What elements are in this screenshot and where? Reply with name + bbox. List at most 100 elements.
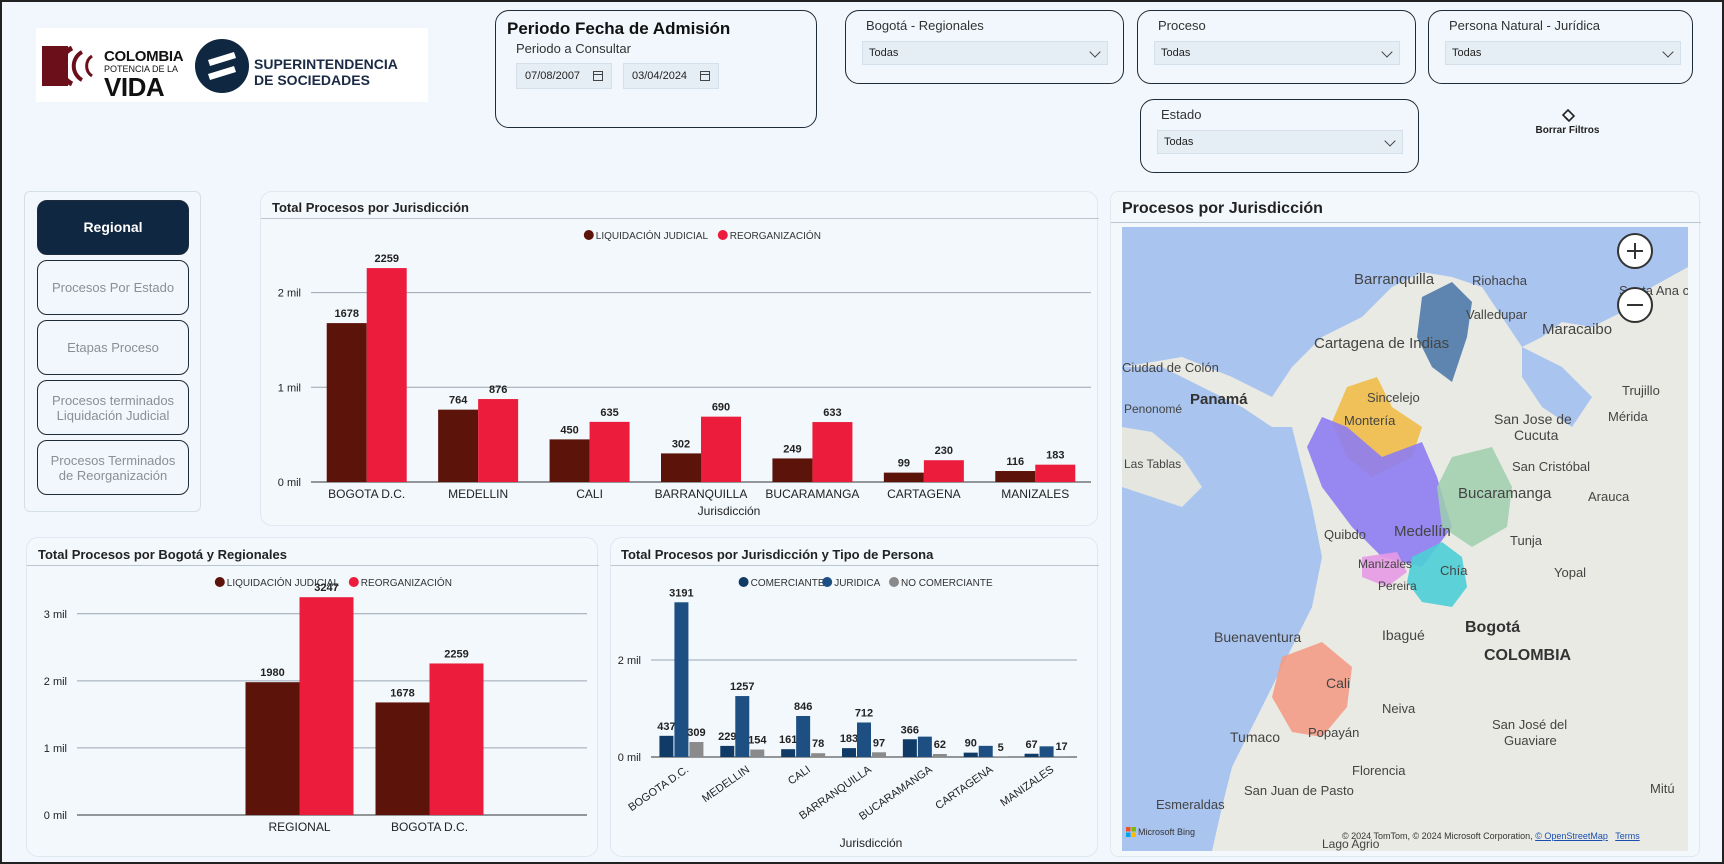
x-axis-label: Jurisdicción [698,504,761,518]
map-label: San Cristóbal [1512,459,1591,474]
zoom-in-button[interactable] [1617,233,1653,269]
x-tick-label: CARTAGENA [933,763,996,812]
nav-procesos-estado-button[interactable]: Procesos Por Estado [37,260,189,315]
bar [978,745,993,757]
x-tick-label: BOGOTA D.C. [626,764,691,814]
bar [326,323,367,482]
regionales-filter-card: Bogotá - Regionales Todas [845,10,1124,84]
data-label: 2259 [374,253,398,265]
osm-link[interactable]: © OpenStreetMap [1535,831,1608,841]
data-label: 3191 [669,587,693,599]
y-tick-label: 1 mil [44,743,67,755]
periodo-title: Periodo Fecha de Admisión [507,19,731,38]
data-label: 97 [873,737,885,749]
map-label: Neiva [1382,701,1416,716]
start-date-input[interactable]: 07/08/2007 [516,63,612,89]
y-tick-label: 0 mil [44,810,67,822]
map-label: Ibagué [1382,627,1425,643]
bar [478,399,519,482]
map-label: Panamá [1190,391,1248,408]
persona-dropdown[interactable]: Todas [1445,41,1681,65]
persona-filter-card: Persona Natural - Jurídica Todas [1428,10,1693,84]
data-label: 3247 [314,582,338,594]
bar [812,422,853,482]
bar [1035,464,1076,482]
map-label: Popayán [1308,725,1360,740]
nav-etapas-proceso-button[interactable]: Etapas Proceso [37,320,189,375]
data-label: 1980 [260,667,284,679]
x-tick-label: CALI [786,764,813,788]
data-label: 635 [600,407,618,419]
estado-dropdown[interactable]: Todas [1157,130,1403,154]
bar [720,745,735,757]
bar [811,753,826,757]
chart-tipo-persona-card: Total Procesos por Jurisdicción y Tipo d… [610,537,1099,857]
map-title: Procesos por Jurisdicción [1122,200,1323,217]
data-label: 90 [965,738,977,750]
map-label: Cali [1326,675,1351,691]
chart-regionales-card: Total Procesos por Bogotá y Regionales 0… [26,537,599,857]
data-label: 17 [1055,741,1067,753]
map-label: Pereira [1378,579,1417,593]
clear-filters-button[interactable]: Borrar Filtros [1530,108,1605,140]
y-tick-label: 0 mil [618,752,641,764]
data-label: 764 [449,395,468,407]
map[interactable]: Barranquilla Riohacha Santa Ana c Valled… [1122,227,1688,851]
y-tick-label: 2 mil [278,288,301,300]
y-tick-label: 2 mil [44,676,67,688]
map-label: Yopal [1554,565,1587,580]
legend-label: REORGANIZACIÓN [730,229,821,242]
map-label: COLOMBIA [1484,647,1572,664]
persona-label: Persona Natural - Jurídica [1449,18,1601,33]
bar [1054,756,1069,757]
legend-marker [822,577,833,587]
map-attribution: © 2024 TomTom, © 2024 Microsoft Corporat… [1342,831,1640,841]
proceso-dropdown[interactable]: Todas [1154,41,1400,65]
y-tick-label: 3 mil [44,609,67,621]
end-date-input[interactable]: 03/04/2024 [623,63,719,89]
data-label: 230 [935,445,953,457]
legend-label: COMERCIANTE [751,578,825,589]
data-label: 1678 [390,687,414,699]
nav-terminados-liquidacion-button[interactable]: Procesos terminados Liquidación Judicial [37,380,189,435]
x-tick-label: MANIZALES [998,764,1056,810]
bar [796,715,811,757]
chevron-down-icon [1089,46,1101,58]
regionales-dropdown[interactable]: Todas [862,41,1108,65]
colombia-logo-mark-icon [42,45,93,87]
legend-label: LIQUIDACIÓN JUDICIAL [227,576,340,589]
map-label: San José del [1492,717,1568,732]
calendar-icon[interactable] [593,71,603,81]
x-tick-label: BARRANQUILLA [655,487,748,501]
terms-link[interactable]: Terms [1615,831,1640,841]
data-label: 1678 [334,308,358,320]
map-attribution-text: © 2024 TomTom, © 2024 Microsoft Corporat… [1342,831,1533,841]
estado-value: Todas [1164,136,1194,148]
data-label: 183 [1046,450,1064,462]
calendar-icon[interactable] [700,71,710,81]
bar [735,696,750,757]
map-label: Mérida [1608,409,1648,424]
x-tick-label: BUCARAMANGA [765,487,859,501]
map-label: Buenaventura [1214,629,1302,645]
bar [1024,753,1039,757]
map-label: Esmeraldas [1156,797,1225,812]
zoom-out-button[interactable] [1617,287,1653,323]
clear-filters-label: Borrar Filtros [1535,125,1600,136]
bar [689,742,704,757]
end-date-value: 03/04/2024 [632,70,688,82]
map-label: San Juan de Pasto [1244,783,1354,798]
map-label: Barranquilla [1354,271,1435,288]
map-label: San Jose de [1494,411,1572,427]
legend-marker [717,230,728,240]
data-label: 67 [1025,739,1037,751]
data-label: 309 [687,727,705,739]
legend-marker [348,577,359,587]
map-label: Valledupar [1466,307,1528,322]
data-label: 116 [1006,456,1024,468]
nav-terminados-reorganizacion-button[interactable]: Procesos Terminados de Reorganización [37,440,189,495]
map-label: Guaviare [1504,733,1557,748]
bar [963,752,978,757]
nav-regional-button[interactable]: Regional [37,200,189,255]
map-label: Cartagena de Indias [1314,335,1450,352]
